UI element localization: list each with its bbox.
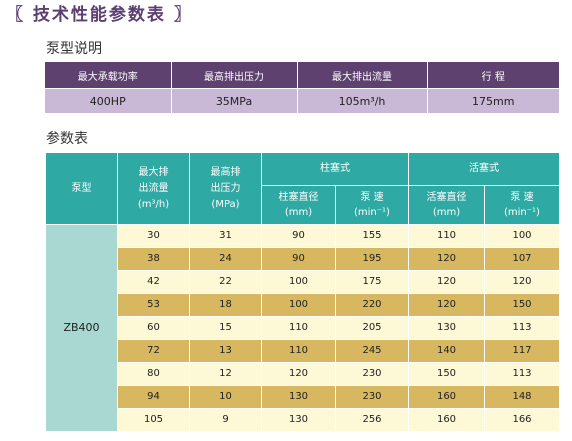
cell-piston-speed: 150 xyxy=(484,293,560,317)
header-plunger-speed: 泵 速 (min⁻¹) xyxy=(335,185,409,225)
cell-piston-diameter: 160 xyxy=(408,385,485,409)
cell-piston-diameter: 140 xyxy=(408,339,485,363)
summary-header-max-flow: 最大排出流量 xyxy=(297,62,428,89)
table-row: 72 13 110 245 140 117 xyxy=(46,339,560,363)
cell-plunger-diameter: 130 xyxy=(261,408,336,432)
cell-flow: 105 xyxy=(117,408,190,432)
cell-piston-speed: 117 xyxy=(484,339,560,363)
table-row: 105 9 130 256 160 166 xyxy=(46,408,560,432)
page-title: 〖 技术性能参数表 〗 xyxy=(6,5,193,25)
cell-plunger-speed: 155 xyxy=(335,224,409,248)
cell-plunger-diameter: 110 xyxy=(261,339,336,363)
cell-plunger-speed: 230 xyxy=(335,362,409,386)
cell-plunger-diameter: 90 xyxy=(261,247,336,271)
cell-plunger-diameter: 90 xyxy=(261,224,336,248)
cell-plunger-speed: 230 xyxy=(335,385,409,409)
header-model: 泵型 xyxy=(45,152,118,225)
cell-plunger-speed: 256 xyxy=(335,408,409,432)
cell-piston-speed: 100 xyxy=(484,224,560,248)
cell-plunger-diameter: 100 xyxy=(261,293,336,317)
cell-plunger-speed: 205 xyxy=(335,316,409,340)
cell-pressure: 10 xyxy=(189,385,262,409)
section-title-parameters: 参数表 xyxy=(46,131,88,147)
cell-piston-diameter: 130 xyxy=(408,316,485,340)
cell-pressure: 31 xyxy=(189,224,262,248)
summary-value-max-power: 400HP xyxy=(45,88,172,113)
cell-piston-diameter: 120 xyxy=(408,293,485,317)
cell-piston-diameter: 120 xyxy=(408,270,485,294)
table-row: 38 24 90 195 120 107 xyxy=(46,247,560,271)
cell-flow: 80 xyxy=(117,362,190,386)
cell-pressure: 24 xyxy=(189,247,262,271)
cell-flow: 38 xyxy=(117,247,190,271)
cell-plunger-speed: 175 xyxy=(335,270,409,294)
cell-piston-speed: 113 xyxy=(484,362,560,386)
summary-value-max-flow: 105m³/h xyxy=(297,88,428,113)
parameter-table: 泵型 最大排 出流量 (m³/h) 最高排 出压力 (MPa) 柱塞式 活塞式 … xyxy=(45,152,560,432)
cell-piston-diameter: 110 xyxy=(408,224,485,248)
cell-flow: 53 xyxy=(117,293,190,317)
param-header-row-1: 泵型 最大排 出流量 (m³/h) 最高排 出压力 (MPa) 柱塞式 活塞式 xyxy=(45,152,560,225)
summary-header-max-power: 最大承载功率 xyxy=(45,62,172,89)
table-row: ZB400 30 31 90 155 110 100 xyxy=(45,224,560,432)
cell-pressure: 22 xyxy=(189,270,262,294)
summary-value-stroke: 175mm xyxy=(427,88,559,113)
header-max-pressure: 最高排 出压力 (MPa) xyxy=(189,152,262,225)
param-header-row-2: 柱塞直径 (mm) 泵 速 (min⁻¹) 活塞直径 (mm) 泵 速 (min… xyxy=(46,185,560,225)
summary-header-max-pressure: 最高排出压力 xyxy=(171,62,298,89)
cell-pressure: 9 xyxy=(189,408,262,432)
summary-header-stroke: 行 程 xyxy=(427,62,559,89)
cell-plunger-diameter: 130 xyxy=(261,385,336,409)
cell-pressure: 15 xyxy=(189,316,262,340)
cell-plunger-speed: 195 xyxy=(335,247,409,271)
header-piston-diameter: 活塞直径 (mm) xyxy=(408,185,485,225)
model-cell: ZB400 xyxy=(45,224,118,432)
cell-piston-diameter: 120 xyxy=(408,247,485,271)
cell-piston-speed: 113 xyxy=(484,316,560,340)
summary-header-row: 最大承载功率 最高排出压力 最大排出流量 行 程 xyxy=(45,62,559,89)
header-max-flow: 最大排 出流量 (m³/h) xyxy=(117,152,190,225)
pump-summary-table: 最大承载功率 最高排出压力 最大排出流量 行 程 400HP 35MPa 105… xyxy=(45,62,559,113)
summary-value-row: 400HP 35MPa 105m³/h 175mm xyxy=(45,88,559,113)
table-row: 42 22 100 175 120 120 xyxy=(46,270,560,294)
table-row: 53 18 100 220 120 150 xyxy=(46,293,560,317)
cell-piston-speed: 166 xyxy=(484,408,560,432)
cell-flow: 42 xyxy=(117,270,190,294)
cell-pressure: 18 xyxy=(189,293,262,317)
table-row: 80 12 120 230 150 113 xyxy=(46,362,560,386)
header-piston-speed: 泵 速 (min⁻¹) xyxy=(484,185,560,225)
cell-piston-diameter: 150 xyxy=(408,362,485,386)
cell-plunger-diameter: 100 xyxy=(261,270,336,294)
summary-value-max-pressure: 35MPa xyxy=(171,88,298,113)
cell-piston-speed: 107 xyxy=(484,247,560,271)
cell-plunger-speed: 220 xyxy=(335,293,409,317)
cell-piston-speed: 148 xyxy=(484,385,560,409)
cell-piston-diameter: 160 xyxy=(408,408,485,432)
cell-flow: 72 xyxy=(117,339,190,363)
cell-plunger-speed: 245 xyxy=(335,339,409,363)
cell-plunger-diameter: 120 xyxy=(261,362,336,386)
section-title-pump-description: 泵型说明 xyxy=(46,41,102,57)
cell-pressure: 12 xyxy=(189,362,262,386)
cell-flow: 60 xyxy=(117,316,190,340)
cell-plunger-diameter: 110 xyxy=(261,316,336,340)
header-plunger-diameter: 柱塞直径 (mm) xyxy=(261,185,336,225)
cell-flow: 30 xyxy=(117,224,190,248)
table-row: 60 15 110 205 130 113 xyxy=(46,316,560,340)
cell-pressure: 13 xyxy=(189,339,262,363)
table-row: 94 10 130 230 160 148 xyxy=(46,385,560,409)
cell-piston-speed: 120 xyxy=(484,270,560,294)
header-piston-type: 活塞式 xyxy=(408,152,560,186)
cell-flow: 94 xyxy=(117,385,190,409)
header-plunger-type: 柱塞式 xyxy=(261,152,409,186)
